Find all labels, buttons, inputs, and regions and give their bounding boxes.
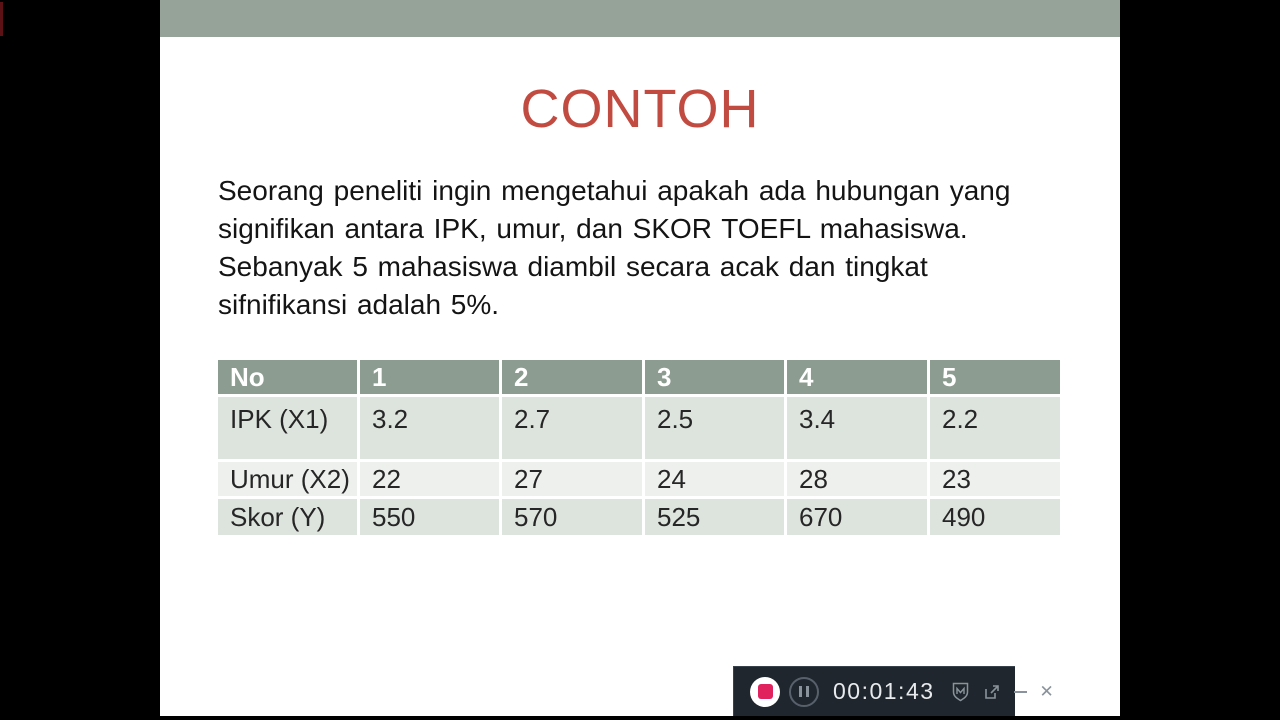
letterbox-left <box>0 0 160 720</box>
data-table: No 1 2 3 4 5 IPK (X1) 3.2 2.7 2.5 3.4 2.… <box>215 357 1063 538</box>
screen-recorder-toolbar: 00:01:43 ✕ <box>733 666 1054 716</box>
cell: 550 <box>360 499 499 535</box>
row-label: Umur (X2) <box>218 462 357 496</box>
table-row-umur: Umur (X2) 22 27 24 28 23 <box>218 462 1060 496</box>
cell: 570 <box>502 499 642 535</box>
recording-timer: 00:01:43 <box>833 678 935 704</box>
stop-recording-button[interactable] <box>750 676 780 707</box>
shield-m-badge-icon[interactable] <box>951 681 970 702</box>
cell: 27 <box>502 462 642 496</box>
cell: 23 <box>930 462 1060 496</box>
table-header-row: No 1 2 3 4 5 <box>218 360 1060 394</box>
cell: 2.2 <box>930 397 1060 459</box>
presentation-slide: CONTOH Seorang peneliti ingin mengetahui… <box>160 0 1120 716</box>
cell: 22 <box>360 462 499 496</box>
cell: 490 <box>930 499 1060 535</box>
cell: 2.5 <box>645 397 784 459</box>
row-label: IPK (X1) <box>218 397 357 459</box>
close-icon[interactable]: ✕ <box>1039 682 1054 701</box>
table-header-1: 1 <box>360 360 499 394</box>
stop-icon <box>757 684 773 699</box>
cell: 2.7 <box>502 397 642 459</box>
cell: 670 <box>787 499 927 535</box>
row-label: Skor (Y) <box>218 499 357 535</box>
edge-red-sliver <box>0 2 3 36</box>
table-header-4: 4 <box>787 360 927 394</box>
table-header-no: No <box>218 360 357 394</box>
cell: 525 <box>645 499 784 535</box>
slide-title: CONTOH <box>520 79 760 139</box>
table-header-2: 2 <box>502 360 642 394</box>
minimize-icon[interactable] <box>1013 690 1027 693</box>
slide-body-text: Seorang peneliti ingin mengetahui apakah… <box>218 175 1011 320</box>
slide-top-accent-band <box>160 0 1120 37</box>
pause-recording-button[interactable] <box>789 676 819 707</box>
cell: 3.2 <box>360 397 499 459</box>
pause-icon <box>799 686 802 697</box>
cell: 24 <box>645 462 784 496</box>
table-header-5: 5 <box>930 360 1060 394</box>
letterbox-right <box>1120 0 1280 720</box>
table-row-ipk: IPK (X1) 3.2 2.7 2.5 3.4 2.2 <box>218 397 1060 459</box>
table-header-3: 3 <box>645 360 784 394</box>
open-window-icon[interactable] <box>983 683 1001 701</box>
cell: 3.4 <box>787 397 927 459</box>
table-row-skor: Skor (Y) 550 570 525 670 490 <box>218 499 1060 535</box>
cell: 28 <box>787 462 927 496</box>
